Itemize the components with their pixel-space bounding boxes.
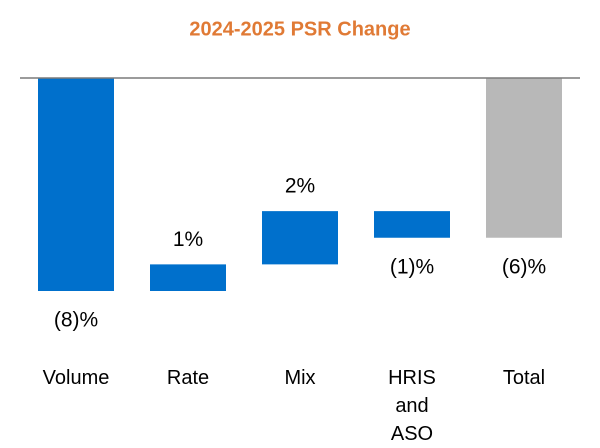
x-tick-label: Volume [42,367,110,389]
bar [262,211,338,265]
bar [486,78,562,238]
value-label: (1)% [390,255,434,278]
x-tick-label: Mix [284,367,316,389]
x-tick-label: Rate [166,367,210,389]
value-label: 1% [173,228,203,251]
value-label: (6)% [502,255,546,278]
x-tick-label: HRIS and ASO [388,367,436,445]
value-label: (8)% [54,309,98,332]
bar [38,78,114,291]
x-tick-label: Total [502,367,546,389]
bar [150,264,226,291]
chart-title: 2024-2025 PSR Change [189,18,410,40]
value-label: 2% [285,175,315,198]
bar [374,211,450,238]
